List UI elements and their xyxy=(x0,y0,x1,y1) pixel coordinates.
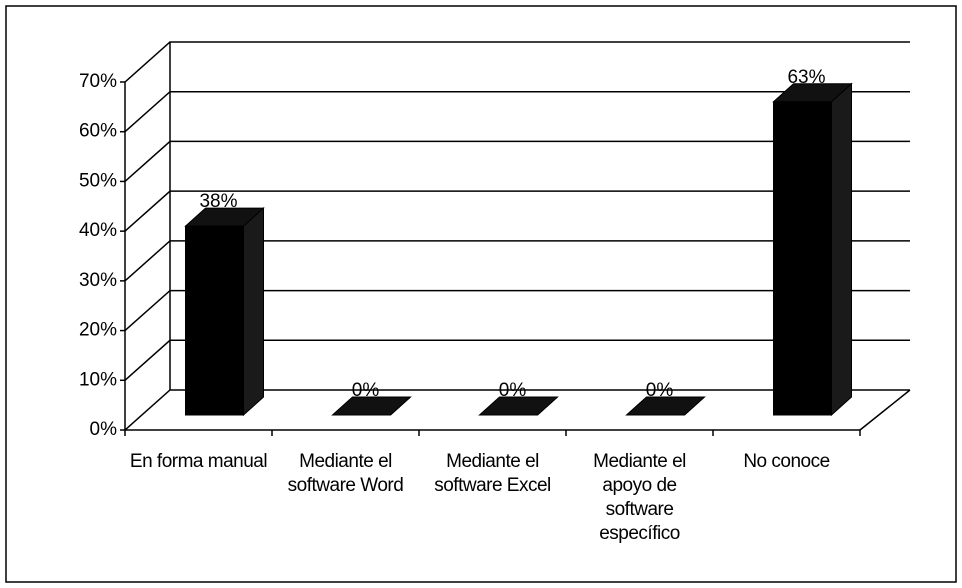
y-tick-label: 20% xyxy=(79,320,117,341)
grid-line xyxy=(124,140,910,182)
data-label: 0% xyxy=(646,380,674,401)
bar xyxy=(185,225,244,416)
x-tick-label: Mediante el apoyo de software específico xyxy=(593,451,686,544)
grid-line xyxy=(124,90,910,133)
data-label: 63% xyxy=(787,67,825,88)
grid-line xyxy=(124,190,910,232)
y-tick-label: 60% xyxy=(79,121,117,142)
grid-line xyxy=(124,41,910,83)
y-tick-label: 30% xyxy=(79,270,117,291)
grid-line xyxy=(124,240,910,282)
data-label: 38% xyxy=(199,191,237,212)
grid-line xyxy=(124,289,910,332)
grid-line xyxy=(124,339,910,381)
x-tick-label: Mediante el software Word xyxy=(287,451,404,496)
chart-border xyxy=(5,5,957,583)
bar-top xyxy=(478,396,559,416)
bar xyxy=(773,101,832,416)
bar-side xyxy=(243,206,264,417)
floor-right xyxy=(859,389,911,431)
y-tick-label: 10% xyxy=(79,369,117,390)
bar-top xyxy=(331,396,412,416)
data-label: 0% xyxy=(352,380,380,401)
grid-line xyxy=(124,389,910,431)
y-tick-label: 70% xyxy=(79,71,117,92)
data-label: 0% xyxy=(499,380,527,401)
bar-top xyxy=(625,396,706,416)
y-tick-label: 50% xyxy=(79,170,117,191)
x-tick-label: Mediante el software Excel xyxy=(434,451,551,496)
x-tick-label: En forma manual xyxy=(129,451,268,472)
bar-side xyxy=(831,82,852,417)
x-tick-label: No conoce xyxy=(743,451,830,472)
y-tick-label: 40% xyxy=(79,220,117,241)
y-tick-label: 0% xyxy=(90,419,118,440)
